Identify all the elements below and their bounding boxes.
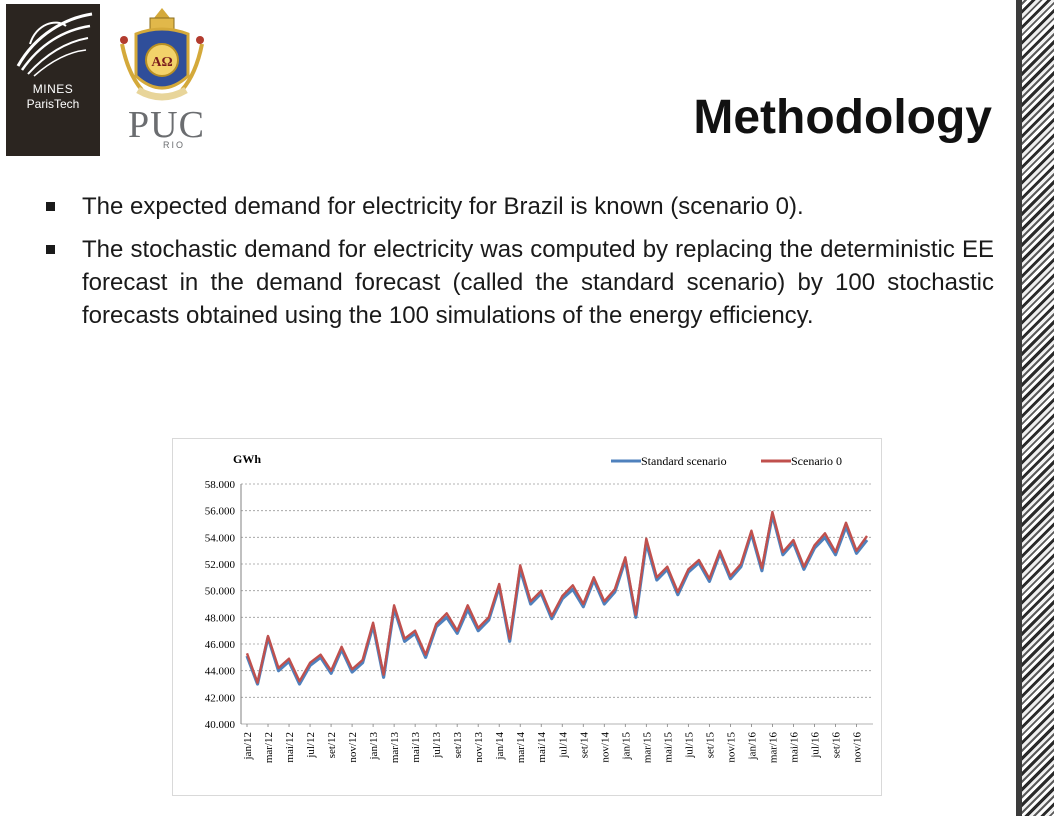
- y-tick-label: 40.000: [205, 719, 236, 731]
- x-tick-label: mai/16: [788, 732, 800, 763]
- x-tick-label: jan/13: [368, 732, 380, 761]
- x-tick-label: jan/12: [242, 732, 254, 761]
- y-tick-label: 58.000: [205, 479, 236, 491]
- y-tick-label: 56.000: [205, 506, 236, 518]
- x-tick-label: mar/12: [263, 732, 275, 763]
- y-tick-label: 54.000: [205, 532, 236, 544]
- x-tick-label: jan/15: [620, 732, 632, 761]
- x-tick-label: jul/16: [809, 732, 821, 759]
- mines-swirl-icon: [16, 12, 93, 77]
- series-line: [245, 513, 869, 686]
- x-tick-label: jan/16: [746, 732, 758, 761]
- decorative-border: [1016, 0, 1054, 816]
- x-tick-label: jul/15: [683, 732, 695, 759]
- series-line: [245, 510, 868, 684]
- x-tick-label: mar/14: [515, 732, 527, 764]
- x-tick-label: mai/12: [284, 732, 296, 763]
- x-tick-label: mai/14: [536, 732, 548, 763]
- demand-chart: 58.000 56.000 54.000 52.000 50.000 48.000 46.0…: [172, 438, 882, 796]
- bullet-item: The stochastic demand for electricity wa…: [44, 233, 994, 332]
- x-tick-label: set/12: [326, 732, 338, 758]
- x-tick-label: set/13: [452, 732, 464, 759]
- x-tick-label: nov/12: [347, 732, 359, 763]
- puc-sub: RIO: [163, 140, 186, 150]
- bullet-marker-icon: [46, 245, 55, 254]
- x-tick-label: set/14: [578, 732, 590, 759]
- x-tick-label: mai/15: [662, 732, 674, 763]
- puc-name: PUC: [128, 104, 205, 146]
- legend-label: Standard scenario: [641, 454, 727, 468]
- mines-label: MINES: [32, 82, 74, 96]
- y-tick-label: 50.000: [205, 586, 236, 598]
- x-tick-label: set/15: [704, 732, 716, 759]
- decorative-border-edge: [1016, 0, 1022, 816]
- puc-rio-crest-icon: AΩ: [120, 8, 204, 101]
- x-tick-label: jul/12: [305, 732, 317, 759]
- x-tick-label: jan/14: [494, 732, 506, 761]
- x-tick-label: mar/16: [767, 732, 779, 764]
- x-tick-label: nov/14: [599, 732, 611, 763]
- y-tick-label: 48.000: [205, 612, 236, 624]
- bullet-text: The stochastic demand for electricity wa…: [82, 236, 994, 329]
- x-tick-label: jul/14: [557, 732, 569, 759]
- bullet-marker-icon: [46, 202, 55, 211]
- y-tick-label: 44.000: [205, 666, 236, 678]
- bullet-list: The expected demand for electricity for …: [44, 190, 994, 342]
- x-tick-label: jul/13: [431, 732, 443, 759]
- x-tick-label: mai/13: [410, 732, 422, 763]
- x-tick-label: mar/13: [389, 732, 401, 764]
- x-tick-label: nov/13: [473, 732, 485, 763]
- x-tick-label: nov/15: [725, 732, 737, 763]
- y-tick-label: 52.000: [205, 559, 236, 571]
- crest-letters: AΩ: [151, 55, 172, 70]
- y-tick-label: 42.000: [205, 692, 236, 704]
- x-tick-label: set/16: [830, 732, 842, 759]
- legend-label: Scenario 0: [791, 454, 842, 468]
- x-tick-label: nov/16: [851, 732, 863, 763]
- y-tick-label: 46.000: [205, 639, 236, 651]
- y-axis-label: GWh: [233, 452, 261, 466]
- mines-paristech-logo: MINES ParisTech: [6, 4, 100, 156]
- x-tick-label: mar/15: [641, 732, 653, 764]
- slide-title: Methodology: [693, 91, 992, 144]
- paristech-label: ParisTech: [26, 97, 80, 111]
- chart-svg: 58.000 56.000 54.000 52.000 50.000 48.000 46.0…: [205, 452, 873, 764]
- bullet-item: The expected demand for electricity for …: [44, 190, 994, 223]
- bullet-text: The expected demand for electricity for …: [82, 193, 804, 220]
